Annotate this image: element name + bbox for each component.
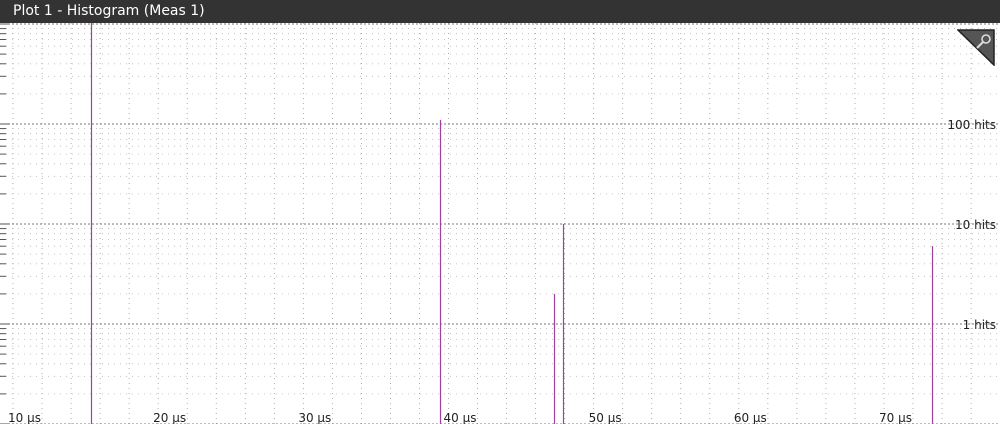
bar-layer bbox=[90, 23, 934, 424]
zoom-button[interactable] bbox=[956, 29, 995, 67]
magnifier-icon bbox=[956, 29, 995, 67]
x-tick-label: 20 µs bbox=[153, 411, 186, 424]
grid-layer bbox=[0, 23, 1000, 424]
x-tick-label: 40 µs bbox=[444, 411, 477, 424]
histogram-chart: 10 µs 20 µs 30 µs 40 µs 50 µs 60 µs 70 µs 1 hi… bbox=[0, 23, 1000, 424]
window-title: Plot 1 - Histogram (Meas 1) bbox=[13, 3, 205, 19]
histogram-plot[interactable]: 10 µs 20 µs 30 µs 40 µs 50 µs 60 µs 70 µs 1 hi… bbox=[0, 23, 1000, 424]
title-bar: Plot 1 - Histogram (Meas 1) bbox=[0, 0, 1000, 23]
x-tick-label: 30 µs bbox=[298, 411, 331, 424]
x-tick-label: 60 µs bbox=[734, 411, 767, 424]
y-tick-label: 100 hits bbox=[947, 118, 996, 132]
y-axis: 1 hits 10 hits 100 hits bbox=[947, 118, 996, 332]
y-tick-label: 1 hits bbox=[963, 318, 996, 332]
x-tick-label: 70 µs bbox=[879, 411, 912, 424]
x-tick-label: 10 µs bbox=[8, 411, 41, 424]
x-tick-label: 50 µs bbox=[589, 411, 622, 424]
y-tick-label: 10 hits bbox=[955, 218, 996, 232]
x-axis: 10 µs 20 µs 30 µs 40 µs 50 µs 60 µs 70 µs bbox=[8, 411, 912, 424]
